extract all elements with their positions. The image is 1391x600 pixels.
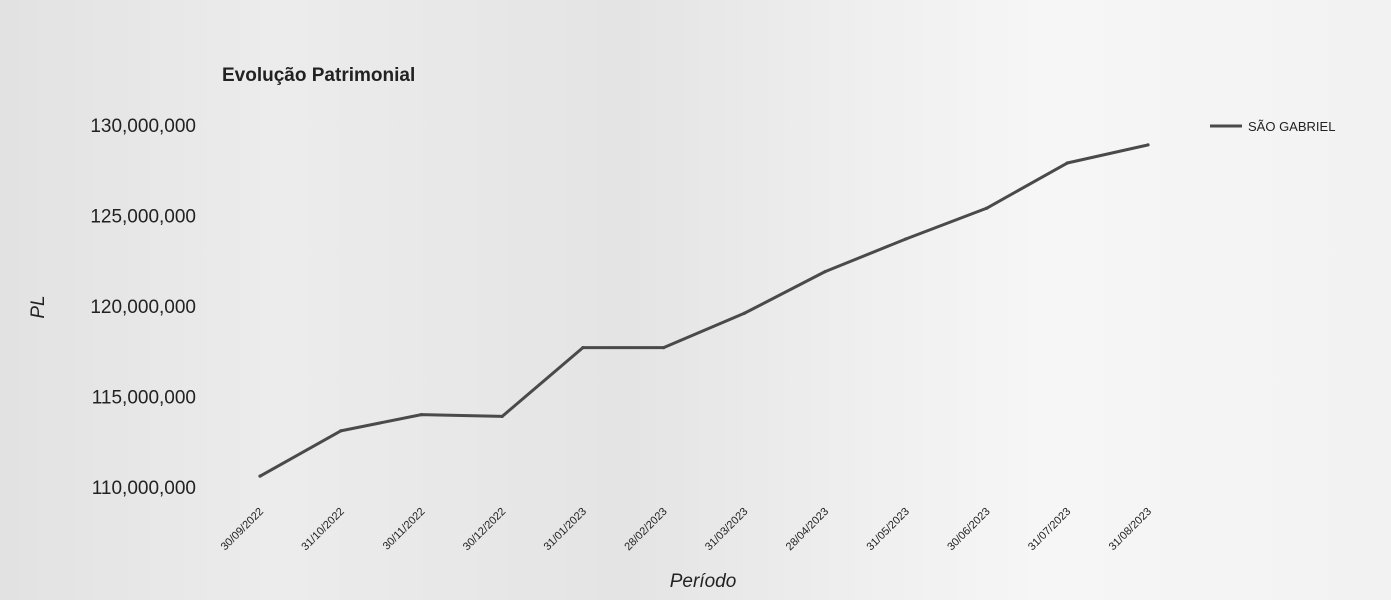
series-layer xyxy=(258,143,1150,478)
data-point xyxy=(1065,161,1069,165)
legend-label: SÃO GABRIEL xyxy=(1248,119,1335,134)
data-point xyxy=(339,429,343,433)
legend: SÃO GABRIEL xyxy=(1210,119,1335,134)
x-tick-label: 31/01/2023 xyxy=(542,506,589,553)
x-tick-label: 31/08/2023 xyxy=(1107,506,1154,553)
x-axis-ticks: 30/09/2022 31/10/2022 30/11/2022 30/12/2022… xyxy=(219,506,1154,553)
data-point xyxy=(1146,143,1150,147)
x-tick-label: 28/02/2023 xyxy=(622,506,669,553)
y-tick-label: 120,000,000 xyxy=(90,297,196,318)
x-tick-label: 31/07/2023 xyxy=(1026,506,1073,553)
y-tick-label: 125,000,000 xyxy=(90,207,196,228)
y-axis-ticks: 110,000,000 115,000,000 120,000,000 125,000… xyxy=(90,116,196,499)
data-point xyxy=(823,270,827,274)
data-point xyxy=(904,237,908,241)
x-axis-label: Período xyxy=(670,571,737,592)
x-tick-label: 30/12/2022 xyxy=(461,506,508,553)
x-tick-label: 30/06/2023 xyxy=(945,506,992,553)
y-tick-label: 115,000,000 xyxy=(92,388,196,409)
x-tick-label: 31/03/2023 xyxy=(703,506,750,553)
data-point xyxy=(581,346,585,350)
chart-title: Evolução Patrimonial xyxy=(222,65,415,86)
x-tick-label: 30/09/2022 xyxy=(219,506,266,553)
y-tick-label: 110,000,000 xyxy=(92,478,196,499)
data-point xyxy=(419,413,424,417)
x-tick-label: 31/05/2023 xyxy=(865,506,912,553)
x-tick-label: 28/04/2023 xyxy=(784,506,831,553)
x-tick-label: 30/11/2022 xyxy=(381,506,428,553)
data-point xyxy=(500,414,504,419)
data-point xyxy=(662,346,666,350)
series-line xyxy=(259,143,1149,478)
data-point xyxy=(258,474,262,478)
data-point xyxy=(742,311,746,315)
y-tick-label: 130,000,000 xyxy=(90,116,196,137)
y-axis-label: PL xyxy=(28,295,49,318)
data-point xyxy=(984,206,989,210)
x-tick-label: 31/10/2022 xyxy=(299,506,346,553)
